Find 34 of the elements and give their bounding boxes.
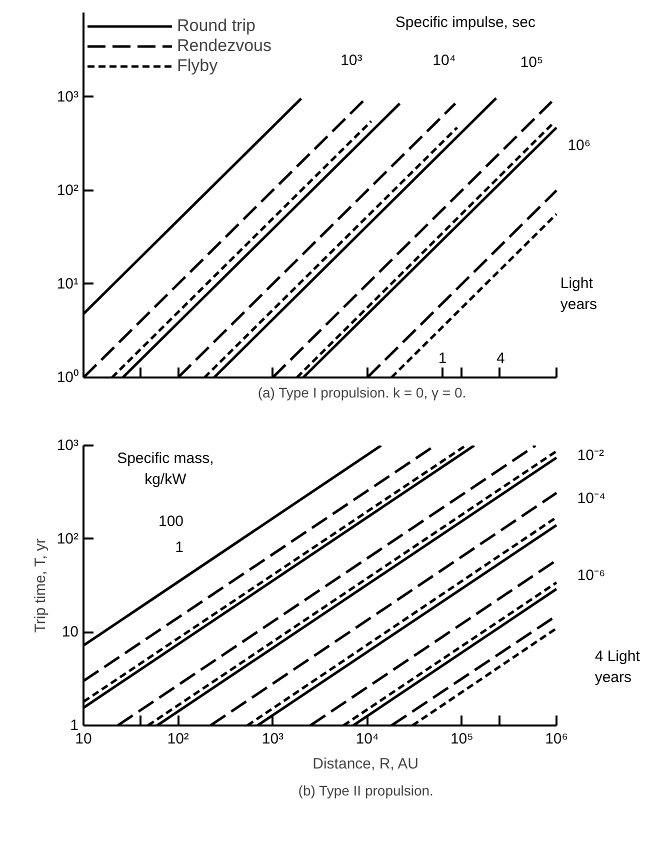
annotation: 1 bbox=[175, 539, 184, 556]
annotation: 10³ bbox=[340, 52, 362, 70]
text: 10⁻² bbox=[577, 446, 604, 464]
y-tick-label: 10² bbox=[56, 182, 79, 199]
legend-label: Round trip bbox=[177, 16, 256, 36]
text: 4 Light years bbox=[594, 648, 641, 686]
x-tick-label: 10⁴ bbox=[356, 730, 379, 748]
annotation: 100 bbox=[158, 513, 184, 530]
y-tick-label: 10³ bbox=[56, 88, 79, 106]
annotation: Specific mass, kg/kW bbox=[117, 450, 214, 488]
y-tick-label: 10 bbox=[62, 624, 79, 641]
y-tick-label: 10² bbox=[56, 530, 79, 548]
annotation: 4 bbox=[496, 350, 505, 367]
annotation: 1 bbox=[438, 350, 447, 367]
text: (a) Type I propulsion. k = 0, γ = 0. bbox=[258, 384, 466, 400]
text: (b) Type II propulsion. bbox=[298, 782, 434, 798]
x-tick-label: 10⁶ bbox=[545, 730, 568, 748]
y-tick-label: 10⁰ bbox=[56, 369, 79, 386]
text: 10⁻⁴ bbox=[577, 490, 606, 507]
legend-label: Flyby bbox=[177, 56, 218, 76]
y-tick-label: 10³ bbox=[56, 437, 79, 454]
y-axis-title: Trip time, T, yr bbox=[32, 538, 49, 633]
y-tick-label: 10¹ bbox=[56, 275, 79, 292]
annotation: 10⁴ bbox=[432, 52, 456, 70]
annotation: Specific impulse, sec bbox=[395, 14, 536, 31]
x-tick-label: 10² bbox=[167, 730, 189, 748]
x-axis-title: Distance, R, AU bbox=[312, 756, 419, 772]
text: 10⁻⁶ bbox=[577, 566, 606, 584]
text: 10⁶ bbox=[568, 136, 591, 154]
x-tick-label: 10⁵ bbox=[450, 730, 474, 748]
text: Light years bbox=[560, 274, 598, 313]
legend-label: Rendezvous bbox=[177, 36, 272, 56]
annotation: 10⁵ bbox=[520, 54, 544, 72]
x-tick-label: 10³ bbox=[262, 730, 284, 748]
